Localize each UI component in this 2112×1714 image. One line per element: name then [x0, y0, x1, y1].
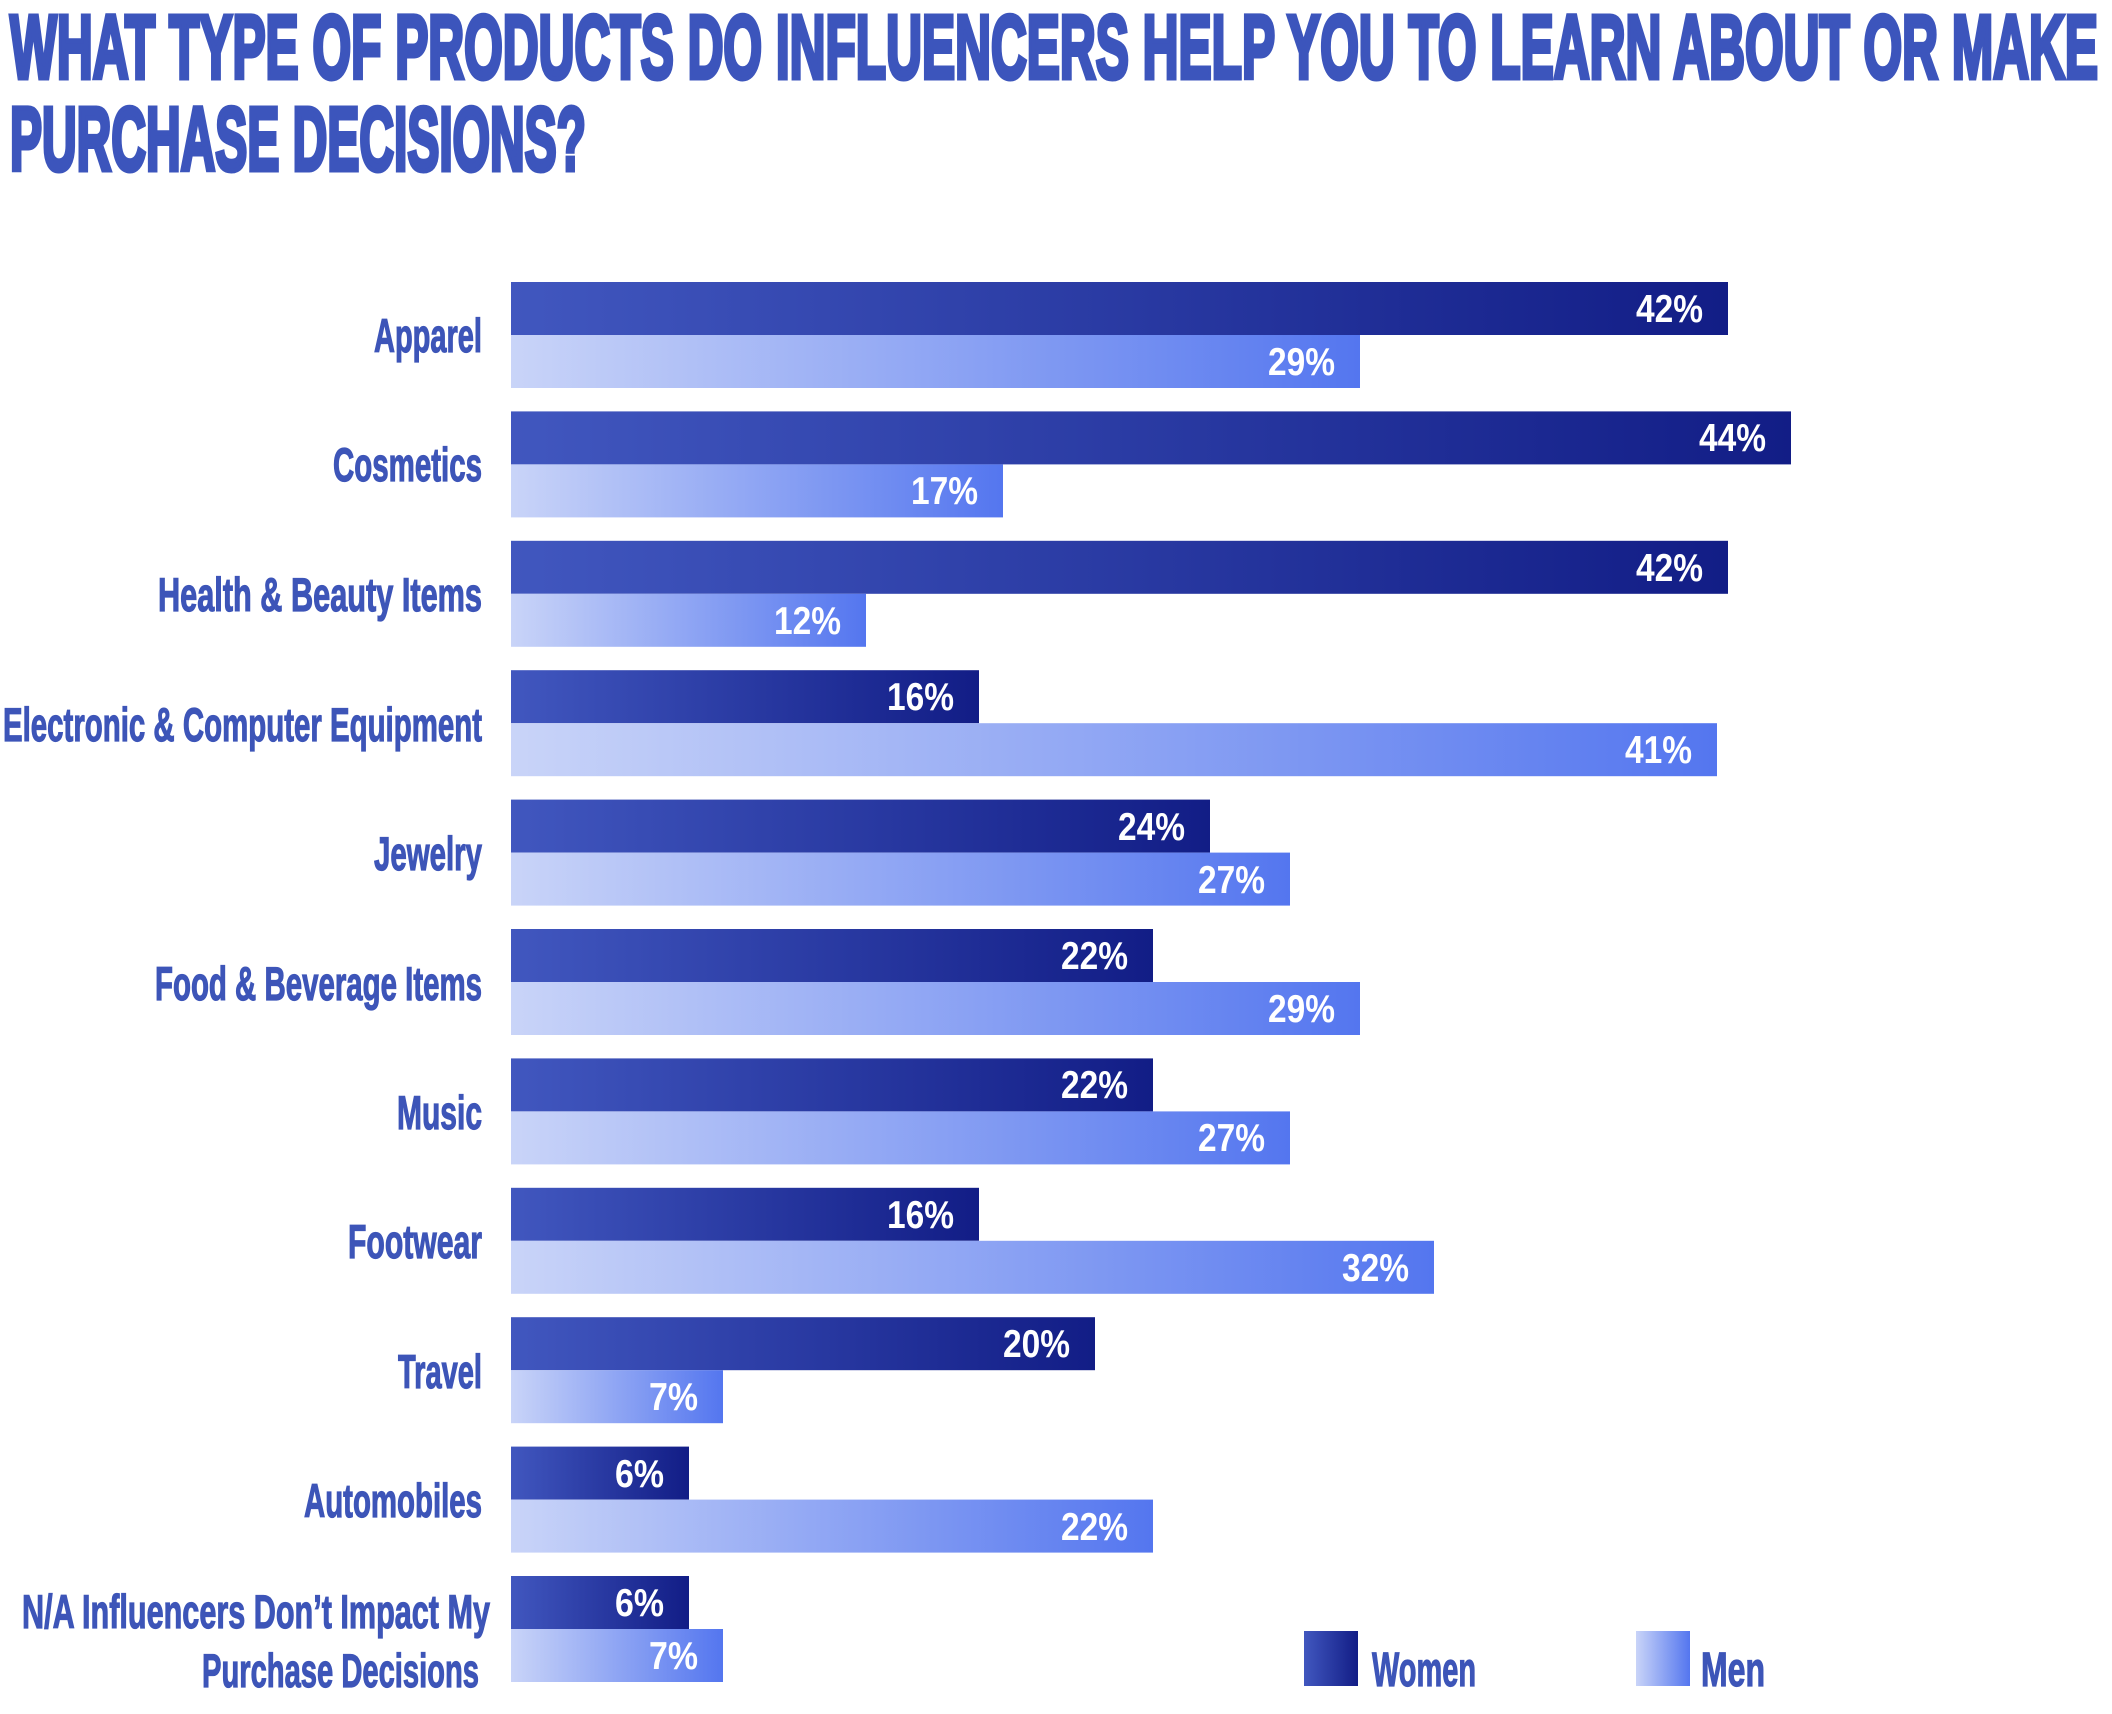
svg-text:Food & Beverage Items: Food & Beverage Items [155, 957, 482, 1010]
svg-text:17%: 17% [911, 470, 978, 513]
svg-text:22%: 22% [1061, 935, 1128, 978]
svg-text:41%: 41% [1625, 729, 1692, 772]
svg-text:Cosmetics: Cosmetics [333, 438, 482, 491]
svg-text:PURCHASE DECISIONS?: PURCHASE DECISIONS? [10, 90, 586, 190]
svg-text:Music: Music [397, 1086, 482, 1139]
svg-text:42%: 42% [1636, 288, 1703, 331]
svg-text:29%: 29% [1268, 341, 1335, 384]
svg-text:42%: 42% [1636, 547, 1703, 590]
svg-text:20%: 20% [1003, 1323, 1070, 1366]
svg-text:Apparel: Apparel [374, 309, 482, 362]
svg-text:44%: 44% [1699, 417, 1766, 460]
svg-text:22%: 22% [1061, 1064, 1128, 1107]
svg-text:29%: 29% [1268, 988, 1335, 1031]
svg-text:7%: 7% [649, 1635, 698, 1678]
svg-text:Travel: Travel [398, 1345, 482, 1398]
svg-text:24%: 24% [1118, 806, 1185, 849]
svg-text:32%: 32% [1342, 1247, 1409, 1290]
svg-text:Purchase Decisions: Purchase Decisions [202, 1644, 479, 1697]
svg-text:N/A Influencers Don’t Impact M: N/A Influencers Don’t Impact My [22, 1585, 490, 1638]
svg-text:6%: 6% [615, 1453, 664, 1496]
svg-text:6%: 6% [615, 1582, 664, 1625]
svg-text:Automobiles: Automobiles [304, 1474, 482, 1527]
svg-text:12%: 12% [774, 600, 841, 643]
svg-text:Footwear: Footwear [348, 1215, 482, 1268]
svg-text:Women: Women [1372, 1644, 1476, 1697]
svg-text:WHAT TYPE OF PRODUCTS DO INFLU: WHAT TYPE OF PRODUCTS DO INFLUENCERS HEL… [10, 0, 2098, 98]
svg-text:Men: Men [1701, 1644, 1765, 1697]
svg-text:16%: 16% [887, 1194, 954, 1237]
svg-text:16%: 16% [887, 676, 954, 719]
svg-text:7%: 7% [649, 1376, 698, 1419]
svg-text:Electronic & Computer Equipmen: Electronic & Computer Equipment [3, 698, 482, 751]
svg-text:27%: 27% [1198, 859, 1265, 902]
svg-text:22%: 22% [1061, 1506, 1128, 1549]
svg-text:Health & Beauty Items: Health & Beauty Items [158, 568, 482, 621]
svg-text:27%: 27% [1198, 1117, 1265, 1160]
svg-text:Jewelry: Jewelry [374, 827, 482, 880]
